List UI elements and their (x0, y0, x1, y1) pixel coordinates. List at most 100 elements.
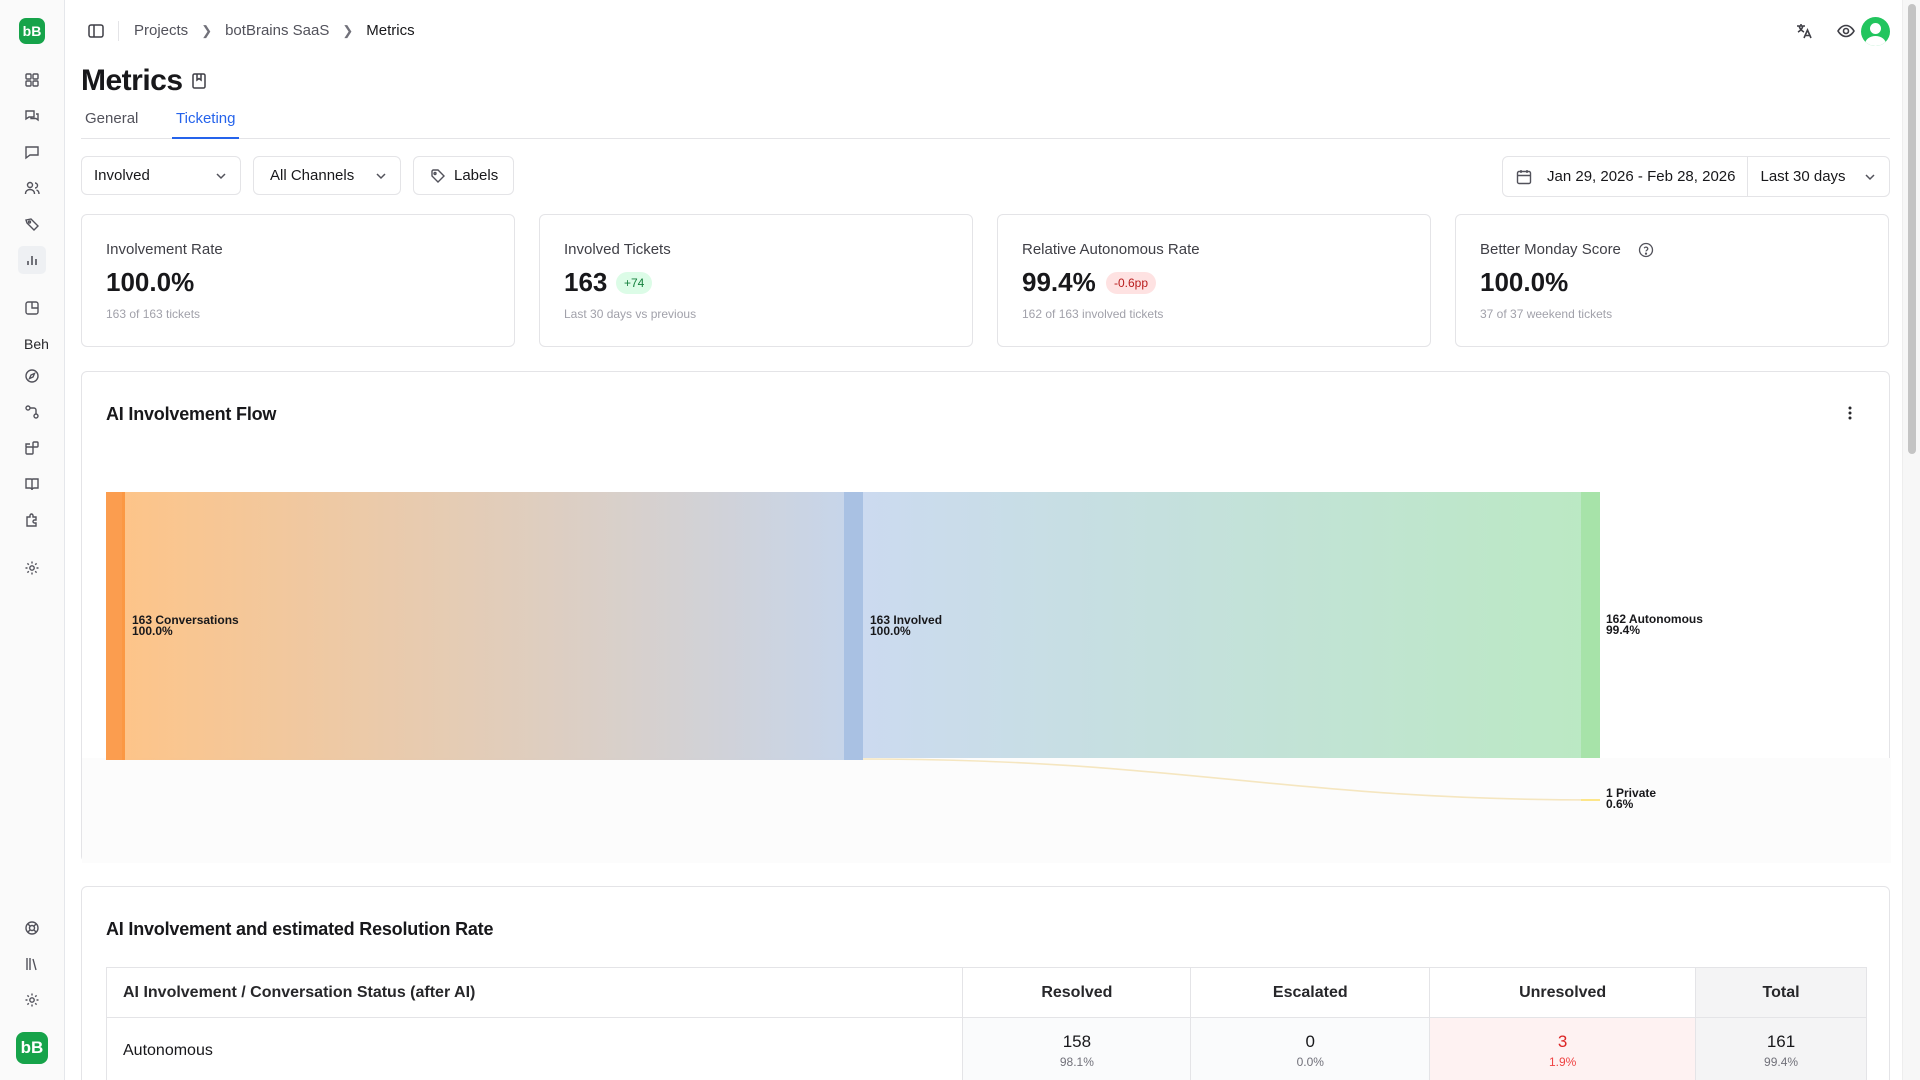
flow-node-autonomous[interactable] (1581, 492, 1600, 758)
cell-percent: 0.0% (1296, 1055, 1324, 1069)
flow-link-conversations-involved[interactable] (122, 492, 861, 760)
kpi-subtext: 162 of 163 involved tickets (1022, 307, 1164, 321)
flow-node-involved[interactable] (844, 492, 863, 760)
kpi-value: 99.4% (1022, 267, 1096, 297)
cell-value: 0 (1305, 1032, 1315, 1051)
more-vertical-icon[interactable] (1841, 404, 1859, 422)
breadcrumb-projects[interactable]: Projects (134, 22, 189, 39)
analytics-icon[interactable] (22, 298, 42, 318)
account-settings-icon[interactable] (22, 990, 42, 1010)
tab-general[interactable]: General (85, 110, 139, 127)
sidebar-toggle-icon[interactable] (87, 22, 105, 40)
kpi-card-involvement-rate: Involvement Rate 100.0% 163 of 163 ticke… (81, 214, 515, 347)
kpi-label: Better Monday Score (1480, 241, 1621, 258)
flow-node-pct: 100.0% (870, 624, 911, 638)
labels-button-label: Labels (454, 167, 499, 184)
sankey-chart: 163 Conversations 100.0% 163 Involved 10… (82, 492, 1891, 863)
kpi-delta-badge: -0.6pp (1106, 272, 1157, 294)
column-header[interactable]: Resolved (962, 967, 1192, 1018)
column-header[interactable]: Total (1695, 967, 1867, 1018)
date-preset-value: Last 30 days (1760, 168, 1846, 185)
docs-book-icon[interactable] (190, 72, 208, 90)
card-title: AI Involvement Flow (106, 404, 277, 424)
card-title: AI Involvement and estimated Resolution … (106, 919, 494, 939)
kpi-value: 100.0% (1480, 267, 1569, 297)
flow-node-pct: 100.0% (132, 624, 173, 638)
chart-footer-band (82, 758, 1891, 863)
flow-node-label: 163 Involved (870, 613, 942, 627)
tag-icon (430, 168, 446, 184)
involvement-select[interactable]: Involved (81, 156, 241, 195)
chevron-down-icon (1863, 170, 1877, 184)
integrations-icon[interactable] (22, 438, 42, 458)
tags-icon[interactable] (22, 214, 42, 234)
flow-link-involved-autonomous[interactable] (860, 492, 1600, 758)
chevron-right-icon: ❯ (201, 22, 213, 38)
breadcrumb-project[interactable]: botBrains SaaS (225, 22, 330, 39)
workspace-logo[interactable]: bB (16, 1032, 48, 1064)
conversations-icon[interactable] (22, 106, 42, 126)
flow-node-conversations[interactable] (106, 492, 125, 760)
library-icon[interactable] (22, 954, 42, 974)
knowledge-icon[interactable] (22, 474, 42, 494)
avatar[interactable] (1861, 17, 1890, 46)
kpi-delta-badge: +74 (616, 272, 653, 294)
puzzle-icon[interactable] (22, 510, 42, 530)
chat-icon[interactable] (22, 142, 42, 162)
settings-icon[interactable] (22, 558, 42, 578)
translate-icon[interactable] (1794, 21, 1814, 41)
tab-ticketing[interactable]: Ticketing (172, 110, 240, 139)
table-row[interactable]: Autonomous 158 98.1% 0 0.0% 3 1.9% 161 9… (105, 1017, 1867, 1080)
breadcrumb: Projects ❯ botBrains SaaS ❯ Metrics (134, 22, 415, 39)
app-logo[interactable]: bB (19, 18, 45, 44)
metrics-icon[interactable] (18, 246, 46, 274)
table-header-row: AI Involvement / Conversation Status (af… (105, 967, 1867, 1018)
users-icon[interactable] (22, 178, 42, 198)
date-preset-select[interactable]: Last 30 days (1748, 157, 1889, 196)
resolved-cell[interactable]: 158 98.1% (962, 1017, 1192, 1080)
row-label: Autonomous (105, 1017, 964, 1080)
labels-button[interactable]: Labels (413, 156, 514, 195)
compass-icon[interactable] (22, 366, 42, 386)
breadcrumb-current: Metrics (366, 22, 415, 39)
chevron-down-icon (374, 169, 388, 183)
resolution-table: AI Involvement / Conversation Status (af… (105, 967, 1867, 1080)
kpi-subtext: 163 of 163 tickets (106, 307, 201, 321)
kpi-subtext: 37 of 37 weekend tickets (1480, 307, 1613, 321)
cell-percent: 98.1% (1059, 1055, 1094, 1069)
kpi-subtext: Last 30 days vs previous (564, 307, 697, 321)
flow-node-label: 163 Conversations (132, 613, 239, 627)
workflow-icon[interactable] (22, 402, 42, 422)
channels-select[interactable]: All Channels (253, 156, 401, 195)
left-rail: bB Beh bB (0, 0, 65, 1080)
date-range-value[interactable]: Jan 29, 2026 - Feb 28, 2026 (1547, 157, 1749, 196)
chevron-right-icon: ❯ (342, 22, 354, 38)
cell-value: 3 (1557, 1032, 1568, 1051)
kpi-label: Relative Autonomous Rate (1022, 241, 1200, 258)
flow-node-label: 162 Autonomous (1606, 612, 1703, 626)
column-header: AI Involvement / Conversation Status (af… (105, 967, 964, 1018)
scrollbar-thumb[interactable] (1908, 4, 1916, 454)
flow-node-pct: 99.4% (1606, 623, 1640, 637)
page-scrollbar[interactable] (1902, 0, 1920, 1080)
total-cell[interactable]: 161 99.4% (1695, 1017, 1867, 1080)
support-icon[interactable] (22, 918, 42, 938)
dashboard-icon[interactable] (22, 70, 42, 90)
cell-percent: 99.4% (1764, 1055, 1799, 1069)
chevron-down-icon (214, 169, 228, 183)
kpi-value: 163 (564, 267, 608, 297)
column-header[interactable]: Escalated (1190, 967, 1431, 1018)
flow-node-label: 1 Private (1606, 786, 1656, 800)
calendar-icon (1515, 168, 1533, 186)
kpi-card-involved-tickets: Involved Tickets 163 +74 Last 30 days vs… (539, 214, 973, 347)
unresolved-cell[interactable]: 3 1.9% (1429, 1017, 1697, 1080)
resolution-rate-card: AI Involvement and estimated Resolution … (81, 886, 1890, 1080)
help-circle-icon[interactable] (1638, 242, 1654, 258)
column-header[interactable]: Unresolved (1429, 967, 1697, 1018)
flow-node-private[interactable] (1581, 799, 1600, 801)
escalated-cell[interactable]: 0 0.0% (1190, 1017, 1431, 1080)
preview-eye-icon[interactable] (1836, 21, 1856, 41)
tab-bar: General Ticketing (81, 106, 1890, 139)
date-range-picker[interactable]: Jan 29, 2026 - Feb 28, 2026 Last 30 days (1502, 156, 1890, 197)
flow-link-involved-private[interactable] (859, 758, 1601, 801)
